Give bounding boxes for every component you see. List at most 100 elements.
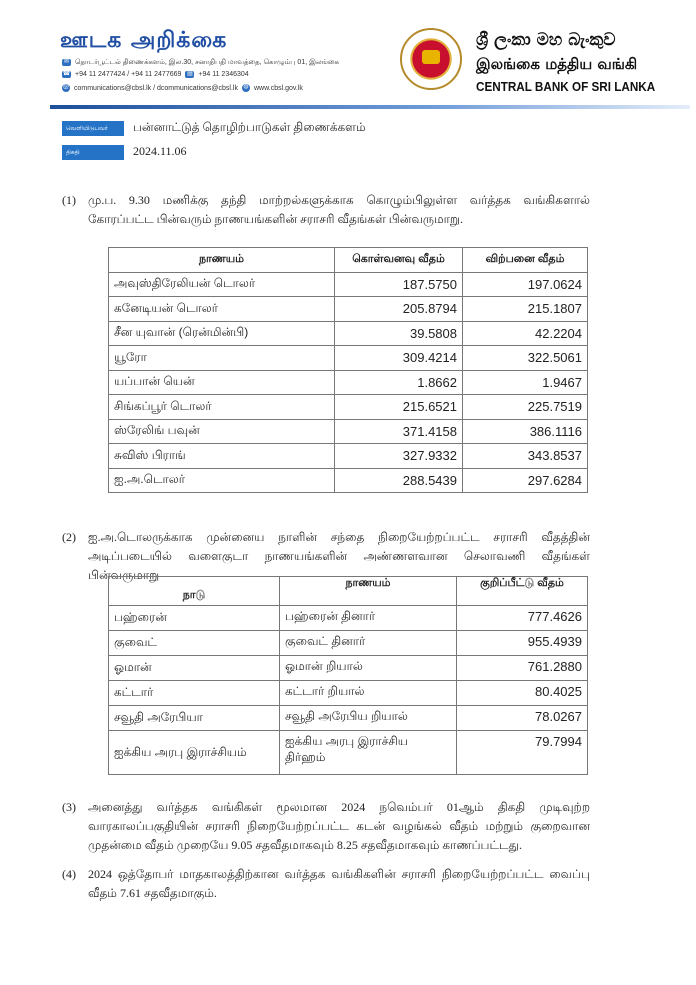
- cell-col1: ஐக்கிய அரபு இராச்சியம்: [108, 730, 280, 775]
- cell-col3: 79.7994: [456, 730, 588, 775]
- cell-col2: குவைட் தினார்: [279, 630, 457, 656]
- header-buying-rate: கொள்வனவு வீதம்: [334, 247, 463, 273]
- cell-col1: ஓமான்: [108, 655, 280, 681]
- fax-icon: ▤: [185, 71, 195, 78]
- table-row: ஐ.அ.டொலர் 288.5439 297.6284: [108, 467, 588, 493]
- cell-col2: 327.9332: [334, 443, 463, 469]
- fax-text: +94 11 2346304: [198, 71, 249, 78]
- globe-icon: ◍: [242, 84, 250, 92]
- header-divider: [50, 105, 690, 109]
- bank-name-sinhala: ශ්‍රී ලංකා මහ බැංකුව: [476, 30, 616, 50]
- gulf-currency-table: நாடு நாணயம் குறிப்பீட்டு வீதம் பஹ்ரைன் பஹ…: [108, 576, 588, 775]
- table-row: சீன யுவான் (ரென்மின்பி) 39.5808 42.2204: [108, 320, 588, 346]
- header-currency: நாணயம்: [279, 576, 457, 606]
- cell-col2: 371.4158: [334, 418, 463, 444]
- header-currency: நாணயம்: [108, 247, 335, 273]
- section-number: (3): [62, 800, 76, 814]
- table-row: ஓமான் ஓமான் றியால் 761.2880: [108, 655, 588, 681]
- cell-col2: ஐக்கிய அரபு இராச்சிய திர்ஹம்: [279, 730, 457, 775]
- section-number: (4): [62, 867, 76, 881]
- cell-col1: குவைட்: [108, 630, 280, 656]
- cell-col1: யப்பான் யென்: [108, 369, 335, 395]
- cell-col2: 215.6521: [334, 394, 463, 420]
- cell-col1: சிங்கப்பூர் டொலர்: [108, 394, 335, 420]
- cell-col1: கட்டார்: [108, 680, 280, 706]
- table-row: யூரோ 309.4214 322.5061: [108, 345, 588, 371]
- table-row: அவுஸ்திரேலியன் டொலர் 187.5750 197.0624: [108, 271, 588, 297]
- cell-col1: சீன யுவான் (ரென்மின்பி): [108, 320, 335, 346]
- cell-col2: கட்டார் றியால்: [279, 680, 457, 706]
- cell-col1: கனேடியன் டொலர்: [108, 296, 335, 322]
- phone-line: ☎ +94 11 2477424 / +94 11 2477669 ▤ +94 11 …: [62, 71, 249, 78]
- cell-col3: 297.6284: [462, 467, 588, 493]
- cell-col3: 777.4626: [456, 605, 588, 631]
- cell-col2: 288.5439: [334, 467, 463, 493]
- cell-col2: 309.4214: [334, 345, 463, 371]
- website-link[interactable]: www.cbsl.gov.lk: [254, 84, 303, 92]
- table-row: கனேடியன் டொலர் 205.8794 215.1807: [108, 296, 588, 322]
- section-text: 2024 ஒத்தோபர் மாதகாலத்திற்கான வர்த்தக வங…: [88, 867, 590, 900]
- issuer-label: வெளியிடுபவர்: [62, 121, 124, 136]
- email-text[interactable]: communications@cbsl.lk / dcommunications…: [74, 84, 238, 92]
- address-line: ✉ தொடர்பூட்டல் திணைக்களம், இல.30, சனாதிபத…: [62, 58, 339, 67]
- section-text: ஐ.அ.டொலருக்காக முன்னைய நாளின் சந்தை நிறை…: [88, 530, 590, 582]
- phone-icon: ☎: [62, 71, 71, 78]
- cell-col1: ஸ்ரேலிங் பவுன்: [108, 418, 335, 444]
- cell-col3: 386.1116: [462, 418, 588, 444]
- cell-col3: 955.4939: [456, 630, 588, 656]
- table-row: சவூதி அரேபியா சவூதி அரேபிய றியால் 78.0267: [108, 705, 588, 731]
- bank-name-english: CENTRAL BANK OF SRI LANKA: [476, 79, 656, 94]
- cell-col1: பஹ்ரைன்: [108, 605, 280, 631]
- email-line: @ communications@cbsl.lk / dcommunication…: [62, 84, 303, 92]
- cell-col1: சவூதி அரேபியா: [108, 705, 280, 731]
- bank-name-tamil: இலங்கை மத்திய வங்கி: [476, 55, 638, 73]
- exchange-rates-table: நாணயம் கொள்வனவு வீதம் விற்பனை வீதம் அவுஸ…: [108, 247, 588, 493]
- cell-col1: ஐ.அ.டொலர்: [108, 467, 335, 493]
- cell-col3: 1.9467: [462, 369, 588, 395]
- table-row: சிங்கப்பூர் டொலர் 215.6521 225.7519: [108, 394, 588, 420]
- table-row: குவைட் குவைட் தினார் 955.4939: [108, 630, 588, 656]
- section-4: (4) 2024 ஒத்தோபர் மாதகாலத்திற்கான வர்த்த…: [62, 865, 590, 903]
- mail-icon: ✉: [62, 59, 71, 66]
- date-label: திகதி: [62, 145, 124, 160]
- table-row: கட்டார் கட்டார் றியால் 80.4025: [108, 680, 588, 706]
- cell-col1: அவுஸ்திரேலியன் டொலர்: [108, 271, 335, 297]
- header-indicative-rate: குறிப்பீட்டு வீதம்: [456, 576, 588, 606]
- section-number: (2): [62, 530, 76, 544]
- table-row: ஸ்ரேலிங் பவுன் 371.4158 386.1116: [108, 418, 588, 444]
- table-row: யப்பான் யென் 1.8662 1.9467: [108, 369, 588, 395]
- media-release-title: ஊடக அறிக்கை: [60, 28, 228, 53]
- cell-col3: 215.1807: [462, 296, 588, 322]
- section-1: (1) மு.ப. 9.30 மணிக்கு தந்தி மாற்றல்களுக…: [62, 191, 590, 229]
- cell-col3: 322.5061: [462, 345, 588, 371]
- table-row: சுவிஸ் பிராங் 327.9332 343.8537: [108, 443, 588, 469]
- header-selling-rate: விற்பனை வீதம்: [462, 247, 588, 273]
- address-text: தொடர்பூட்டல் திணைக்களம், இல.30, சனாதிபதி…: [75, 59, 339, 66]
- cell-col2: ஓமான் றியால்: [279, 655, 457, 681]
- cell-col1: சுவிஸ் பிராங்: [108, 443, 335, 469]
- date-value: 2024.11.06: [133, 144, 187, 158]
- cell-col3: 761.2880: [456, 655, 588, 681]
- table-header-row: நாடு நாணயம் குறிப்பீட்டு வீதம்: [108, 576, 588, 606]
- at-icon: @: [62, 84, 70, 92]
- cell-col1: யூரோ: [108, 345, 335, 371]
- cell-col2: 187.5750: [334, 271, 463, 297]
- cell-col3: 225.7519: [462, 394, 588, 420]
- issuer-value: பன்னாட்டுத் தொழிற்பாடுகள் திணைக்களம்: [133, 120, 366, 134]
- cell-col2: 1.8662: [334, 369, 463, 395]
- cell-col3: 42.2204: [462, 320, 588, 346]
- table-header-row: நாணயம் கொள்வனவு வீதம் விற்பனை வீதம்: [108, 247, 588, 273]
- lion-emblem-icon: [422, 50, 440, 64]
- cell-col2: 205.8794: [334, 296, 463, 322]
- cell-col3: 343.8537: [462, 443, 588, 469]
- cell-col3: 197.0624: [462, 271, 588, 297]
- section-2: (2) ஐ.அ.டொலருக்காக முன்னைய நாளின் சந்தை …: [62, 528, 590, 585]
- table-row: பஹ்ரைன் பஹ்ரைன் தினார் 777.4626: [108, 605, 588, 631]
- cell-col2: 39.5808: [334, 320, 463, 346]
- section-text: அனைத்து வர்த்தக வங்கிகள் மூலமான 2024 நவெ…: [88, 800, 591, 852]
- table-row: ஐக்கிய அரபு இராச்சியம் ஐக்கிய அரபு இராச்ச…: [108, 730, 588, 775]
- section-text: மு.ப. 9.30 மணிக்கு தந்தி மாற்றல்களுக்காக…: [88, 193, 590, 226]
- phone-text: +94 11 2477424 / +94 11 2477669: [75, 71, 182, 78]
- section-number: (1): [62, 193, 76, 207]
- cell-col3: 78.0267: [456, 705, 588, 731]
